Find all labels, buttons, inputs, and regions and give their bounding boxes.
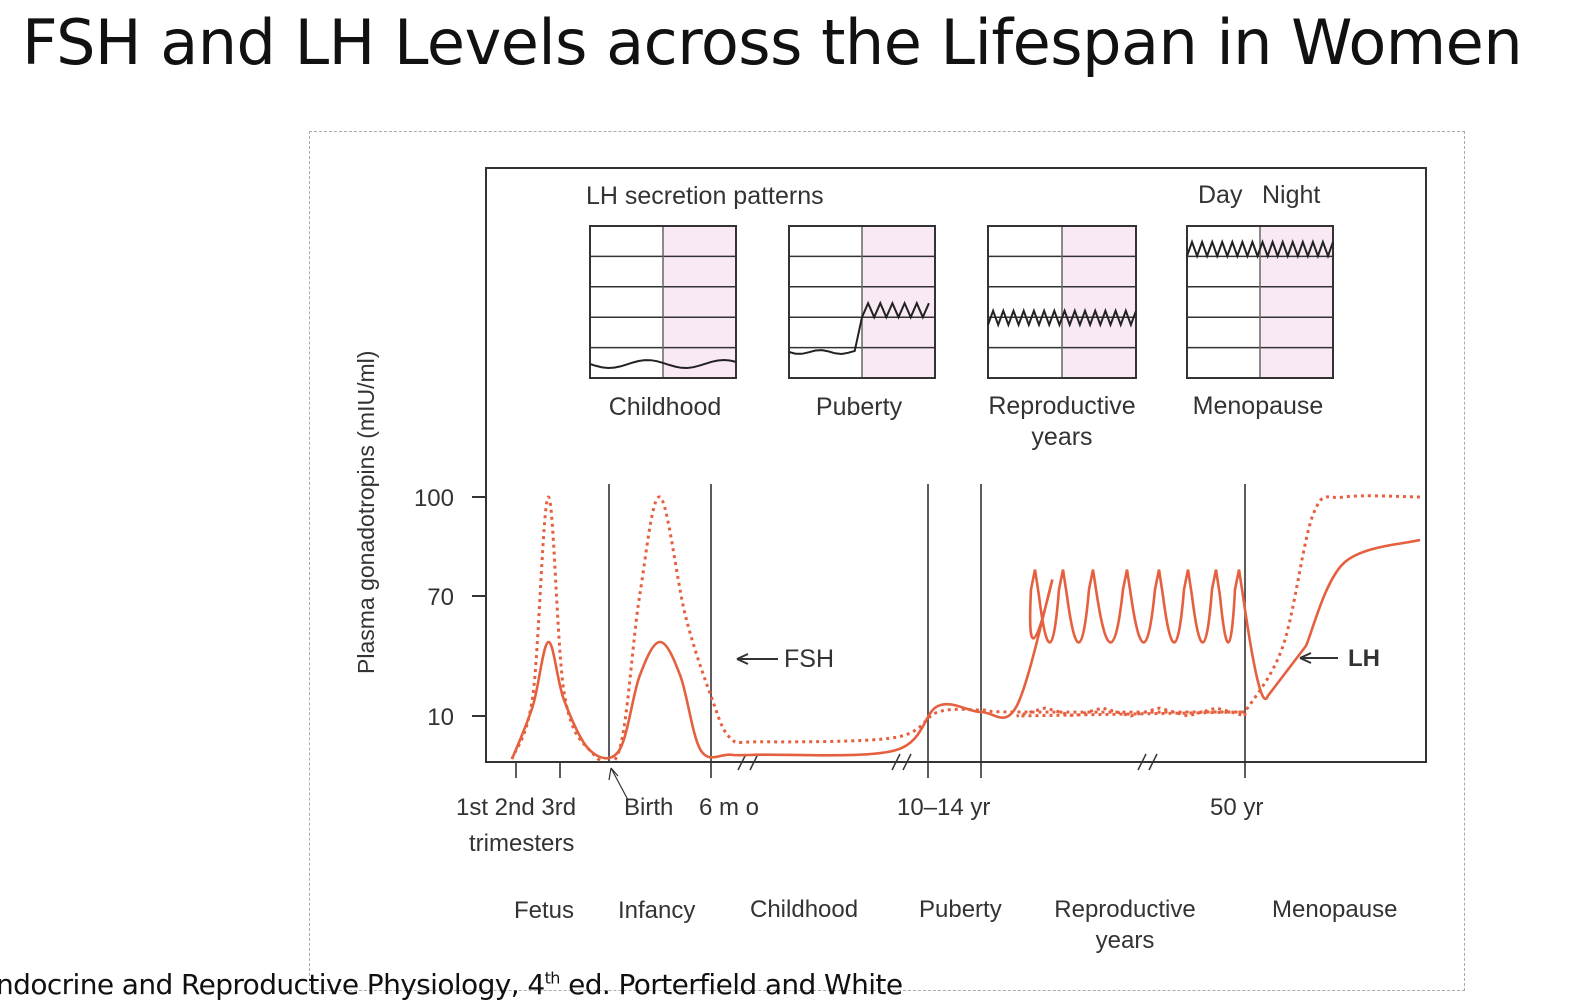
inset-panels: Childhood Puberty Reproductive years Menopau… xyxy=(589,225,1334,451)
citation-superscript: th xyxy=(544,968,561,988)
inset-frame xyxy=(987,225,1137,379)
x-tick-trimesters: 1st 2nd 3rd xyxy=(456,794,576,821)
inset-pattern-trace xyxy=(788,300,930,356)
lh-arrow xyxy=(1299,652,1338,664)
citation: ndocrine and Reproductive Physiology, 4t… xyxy=(0,968,903,1001)
axis-break xyxy=(1137,753,1158,771)
inset-pattern-trace xyxy=(1186,239,1334,259)
inset-pattern-trace xyxy=(589,358,737,370)
y-axis-label: Plasma gonadotropins (mIU/ml) xyxy=(353,351,379,674)
axis-break xyxy=(891,753,912,771)
inset-pattern-trace xyxy=(987,307,1137,328)
stage-childhood: Childhood xyxy=(750,896,858,923)
x-tick-10-14yr: 10–14 yr xyxy=(897,794,990,821)
x-tick-trimesters-line2: trimesters xyxy=(469,830,574,857)
citation-text: ndocrine and Reproductive Physiology, 4 xyxy=(0,968,545,1001)
y-ticks: 100 70 10 xyxy=(414,485,486,731)
inset-frame xyxy=(589,225,737,379)
lh-annotation: LH xyxy=(1348,645,1380,672)
figure-frame xyxy=(309,131,1465,991)
inset-night-shade xyxy=(862,226,935,378)
x-tick-6mo: 6 m o xyxy=(699,794,759,821)
inset-panel-label: Childhood xyxy=(609,393,722,421)
lh-series-line xyxy=(510,538,1421,760)
fsh-arrow xyxy=(736,653,778,665)
y-tick-label: 10 xyxy=(427,704,454,731)
inset-night-shade xyxy=(663,226,736,378)
inset-panel-label: Puberty xyxy=(816,393,903,421)
stage-menopause: Menopause xyxy=(1272,896,1397,923)
inset-day-label: Day xyxy=(1198,181,1243,209)
inset-panel-label: Menopause xyxy=(1193,392,1324,420)
stage-puberty: Puberty xyxy=(919,896,1002,923)
stage-fetus: Fetus xyxy=(514,897,574,924)
stage-infancy: Infancy xyxy=(618,897,695,924)
axis-break xyxy=(737,753,759,771)
fsh-series-line xyxy=(510,494,1421,762)
fsh-annotation: FSH xyxy=(784,645,834,673)
stage-reproductive: Reproductive years xyxy=(1054,896,1195,954)
y-tick-label: 70 xyxy=(427,584,454,611)
inset-night-shade xyxy=(1062,226,1136,378)
inset-frame xyxy=(1186,225,1334,379)
x-tick-birth: Birth xyxy=(624,794,673,821)
inset-frame xyxy=(788,225,936,379)
citation-text-end: ed. Porterfield and White xyxy=(559,968,903,1001)
birth-arrow xyxy=(608,767,629,801)
x-tick-50yr: 50 yr xyxy=(1210,794,1263,821)
inset-panel-label-line2: years xyxy=(1031,423,1092,451)
inset-panel-label: Reproductive xyxy=(988,392,1135,420)
slide-title: FSH and LH Levels across the Lifespan in… xyxy=(22,6,1523,79)
y-tick-label: 100 xyxy=(414,485,454,512)
plot-frame xyxy=(485,167,1427,763)
inset-title: LH secretion patterns xyxy=(586,182,824,210)
stage-dividers xyxy=(515,484,1246,778)
axis-breaks xyxy=(737,753,1158,771)
inset-night-label: Night xyxy=(1262,181,1320,209)
